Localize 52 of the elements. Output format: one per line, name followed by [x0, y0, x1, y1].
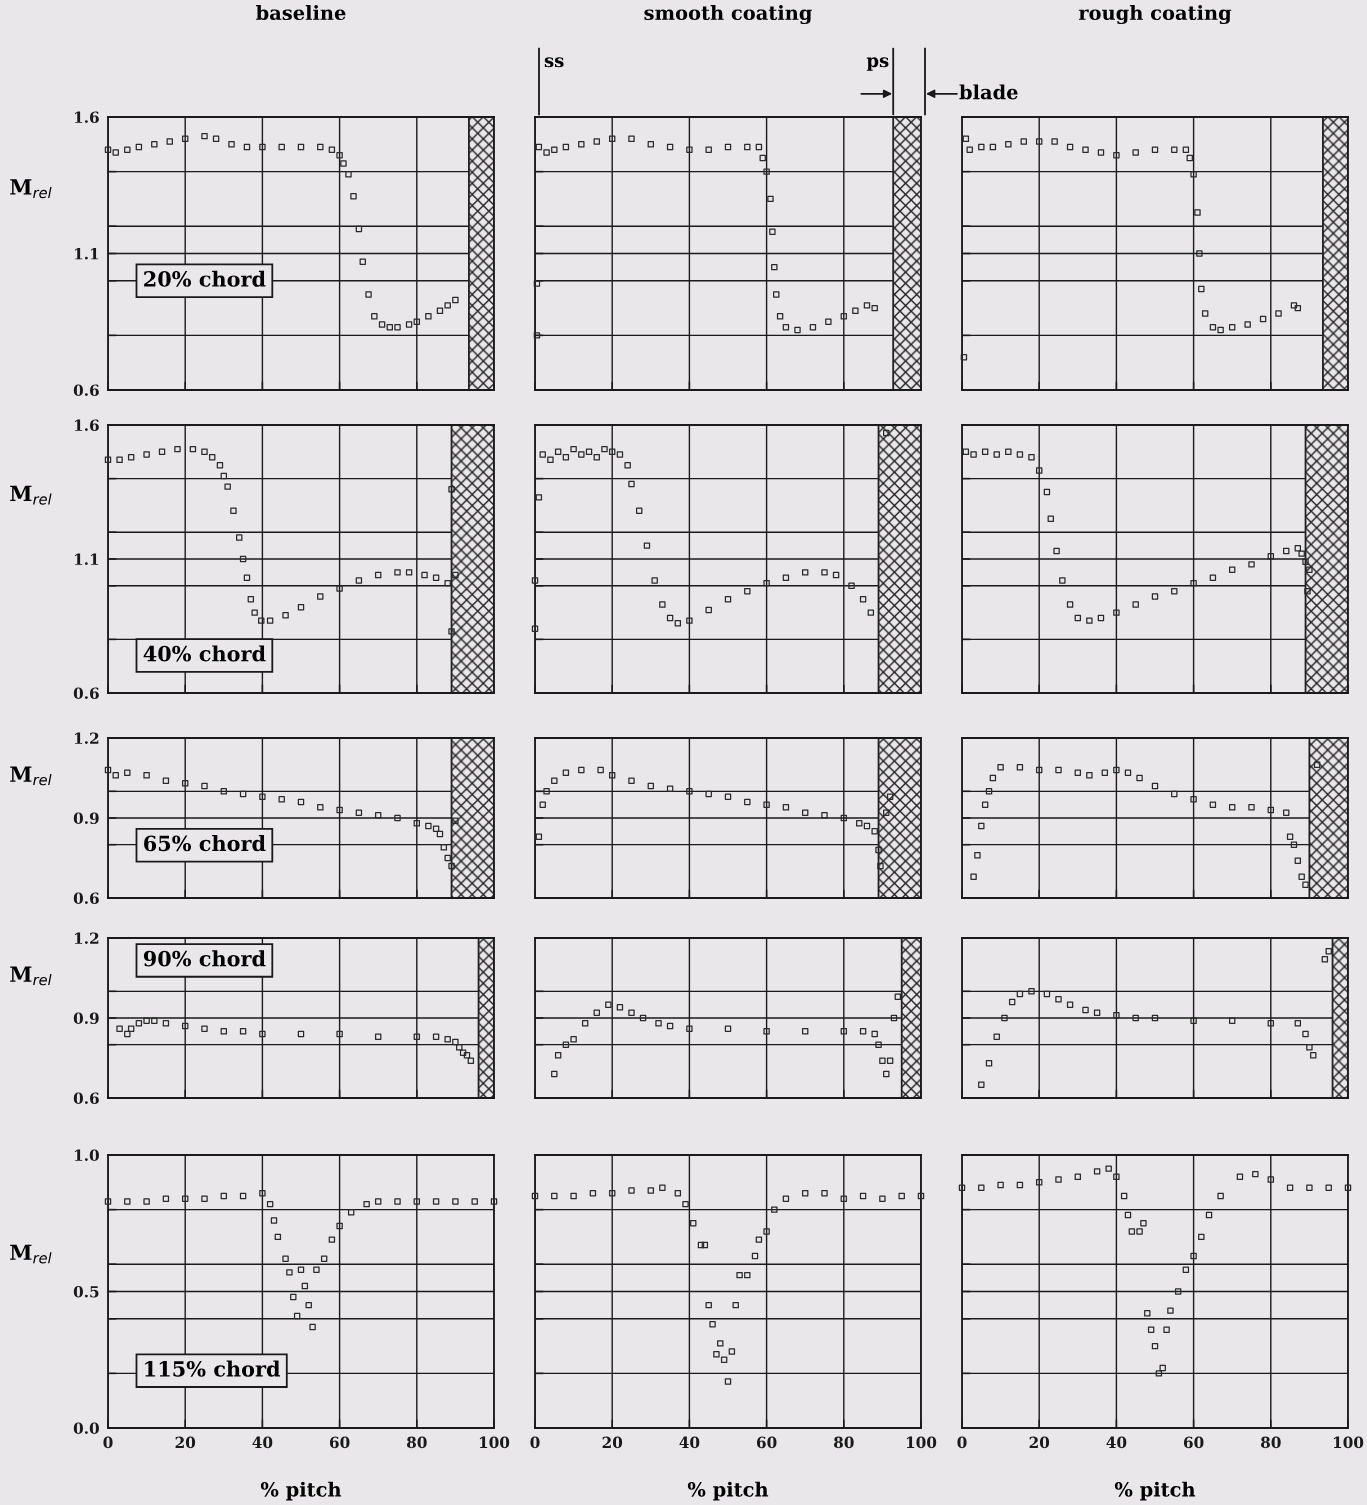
text: ps [866, 57, 889, 71]
y-axis-title: M$_{rel}$ [10, 966, 52, 986]
y-tick-label: 1.6 [74, 111, 99, 124]
y-tick-label: 0.6 [73, 687, 99, 700]
chart-title: rough coating [1078, 5, 1232, 25]
y-tick-label: 1.0 [74, 1149, 99, 1162]
y-axis-title: M$_{rel}$ [10, 485, 52, 505]
annotation: 90% chord [143, 950, 266, 967]
x-tick-label: 60 [756, 1436, 777, 1449]
annotation: 20% chord [144, 270, 266, 287]
x-tick-label: 0 [957, 1436, 967, 1449]
x-axis-title: % pitch [687, 1481, 769, 1501]
y-axis-title: M$_{rel}$ [10, 1244, 52, 1264]
y-tick-label: 0.5 [73, 1285, 99, 1298]
y-tick-label: 0.6 [73, 892, 99, 905]
y-axis-title: M$_{rel}$ [10, 179, 52, 199]
y-tick-label: 0.6 [73, 1092, 99, 1105]
x-tick-label: 80 [406, 1436, 427, 1449]
y-tick-label: 0.0 [73, 1422, 99, 1435]
x-tick-label: 20 [1029, 1436, 1050, 1449]
annotation: 115% chord [145, 1360, 281, 1377]
y-tick-label: 0.9 [73, 812, 99, 825]
x-tick-label: 100 [906, 1436, 937, 1449]
annotation: 40% chord [143, 645, 266, 662]
x-tick-label: 20 [175, 1436, 196, 1449]
x-tick-label: 60 [1183, 1436, 1204, 1449]
x-tick-label: 100 [1333, 1436, 1364, 1449]
x-tick-label: 100 [479, 1436, 510, 1449]
y-axis-title: M$_{rel}$ [10, 766, 52, 786]
x-tick-label: 20 [602, 1436, 623, 1449]
x-tick-label: 40 [252, 1436, 273, 1449]
chart-title: baseline [256, 5, 346, 21]
chart-title: smooth coating [644, 5, 812, 25]
y-tick-label: 1.1 [74, 247, 99, 260]
y-tick-label: 1.2 [74, 932, 99, 945]
x-tick-label: 40 [1106, 1436, 1127, 1449]
x-tick-label: 60 [329, 1436, 350, 1449]
x-tick-label: 80 [1260, 1436, 1281, 1449]
y-tick-label: 0.6 [73, 384, 99, 397]
y-tick-label: 1.1 [74, 553, 99, 566]
x-tick-label: 40 [679, 1436, 700, 1449]
annotation: 65% chord [144, 835, 266, 852]
y-tick-label: 0.9 [73, 1012, 99, 1025]
y-tick-label: 1.6 [74, 419, 99, 432]
y-tick-label: 1.2 [74, 732, 99, 745]
x-axis-title: % pitch [260, 1481, 342, 1501]
x-tick-label: 0 [103, 1436, 113, 1449]
x-tick-label: 80 [833, 1436, 854, 1449]
text: ss [544, 57, 564, 68]
x-axis-title: % pitch [1114, 1481, 1196, 1501]
x-tick-label: 0 [530, 1436, 540, 1449]
text: blade [959, 84, 1018, 100]
